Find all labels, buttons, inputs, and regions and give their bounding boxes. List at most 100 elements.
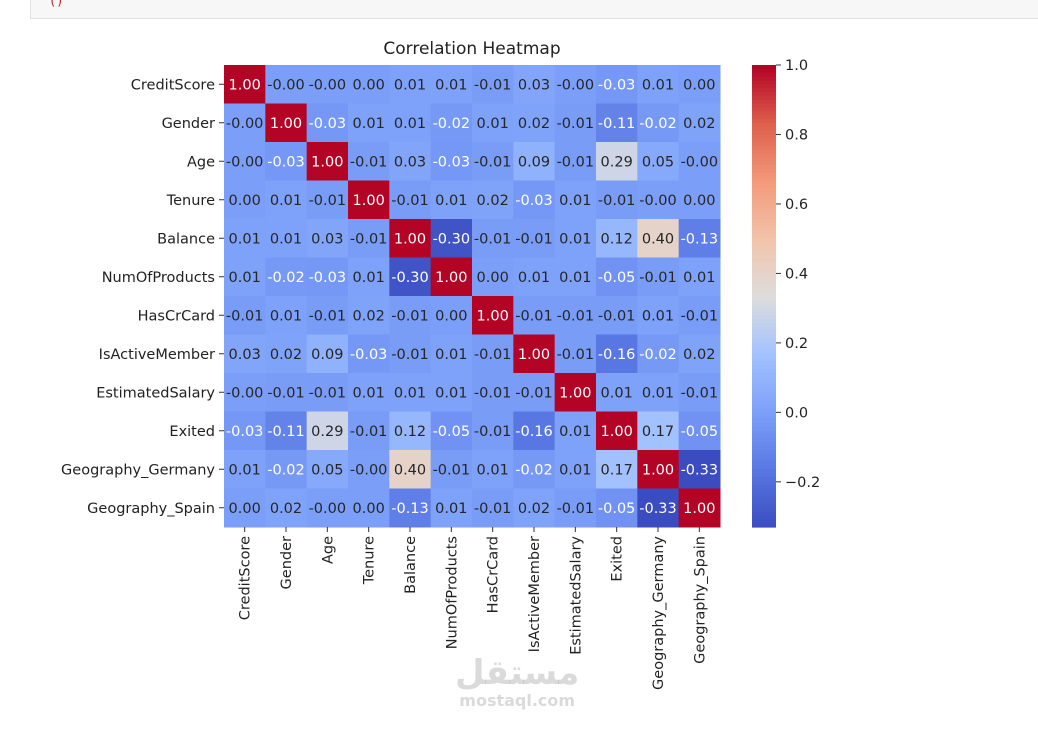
cell-annotation: -0.01 <box>433 462 471 478</box>
heatmap-cell <box>678 488 721 528</box>
heatmap-cell <box>513 411 556 451</box>
cell-annotation: -0.03 <box>350 347 388 363</box>
heatmap-cell <box>678 411 721 451</box>
heatmap-cell <box>596 334 638 374</box>
cell-annotation: 0.02 <box>270 501 302 517</box>
y-tick-label: Geography_Spain <box>87 501 215 517</box>
cell-annotation: 0.02 <box>683 347 715 363</box>
heatmap-cell <box>678 334 721 374</box>
heatmap-cell <box>596 450 638 489</box>
heatmap-cell <box>265 334 308 374</box>
colorbar-segment <box>752 176 776 182</box>
cell-annotation: -0.00 <box>226 385 264 401</box>
colorbar-segment <box>752 115 776 120</box>
heatmap-cell <box>678 142 721 181</box>
heatmap-cell <box>389 180 432 220</box>
cell-annotation: 0.01 <box>683 270 715 286</box>
heatmap-cell <box>554 257 597 297</box>
colorbar-segment <box>752 438 776 443</box>
colorbar-segment <box>752 380 776 386</box>
heatmap-cell <box>348 257 390 297</box>
colorbar-tick-label: 0.4 <box>785 266 808 282</box>
heatmap-cell <box>596 65 638 104</box>
heatmap-cell <box>348 450 390 489</box>
x-tick-label: Balance <box>403 536 419 594</box>
heatmap-cell <box>637 103 680 143</box>
heatmap-cell <box>265 180 308 220</box>
colorbar-segment <box>752 507 776 513</box>
x-tick-label: Age <box>320 536 336 564</box>
colorbar-segment <box>752 453 776 459</box>
cell-annotation: -0.01 <box>639 270 677 286</box>
heatmap-cell <box>348 65 390 104</box>
heatmap-cell <box>678 450 721 489</box>
heatmap-cell <box>430 334 473 374</box>
heatmap-cell <box>513 334 556 374</box>
colorbar-segment <box>752 84 776 89</box>
colorbar-segment <box>752 446 776 451</box>
cell-annotation: -0.01 <box>681 308 719 324</box>
cell-annotation: 0.01 <box>435 385 467 401</box>
colorbar-segment <box>752 465 776 470</box>
colorbar-segment <box>752 130 776 135</box>
y-tick-label: Tenure <box>166 193 215 209</box>
colorbar-segment <box>752 399 776 405</box>
colorbar-segment <box>752 388 776 393</box>
colorbar-tick-label: −0.2 <box>785 475 820 491</box>
heatmap-cell <box>472 219 514 258</box>
cell-annotation: 0.01 <box>270 308 302 324</box>
x-tick-label: HasCrCard <box>486 536 502 613</box>
colorbar-segment <box>752 303 776 309</box>
heatmap-cell <box>224 180 266 220</box>
heatmap-cell <box>637 142 680 181</box>
heatmap-cell <box>472 180 514 220</box>
colorbar-segment <box>752 245 776 251</box>
cell-annotation: -0.02 <box>267 462 305 478</box>
colorbar-segment <box>752 261 776 266</box>
cell-annotation: 0.03 <box>394 154 426 170</box>
heatmap-cell <box>265 219 308 258</box>
cell-annotation: -0.01 <box>474 501 512 517</box>
cell-annotation: -0.02 <box>267 270 305 286</box>
y-tick-label: EstimatedSalary <box>96 385 215 401</box>
colorbar-segment <box>752 496 776 501</box>
heatmap-cell <box>224 411 266 451</box>
y-tick-label: Geography_Germany <box>61 462 215 478</box>
heatmap-cell <box>224 296 266 335</box>
heatmap-cell <box>430 296 473 335</box>
cell-annotation: -0.03 <box>598 77 636 93</box>
heatmap-cell <box>224 219 266 258</box>
cell-annotation: 0.01 <box>435 77 467 93</box>
heatmap-cell <box>472 373 514 412</box>
cell-annotation: -0.05 <box>433 424 471 440</box>
colorbar-segment <box>752 72 776 78</box>
colorbar-segment <box>752 207 776 212</box>
heatmap-cell <box>678 103 721 143</box>
colorbar-segment <box>752 342 776 347</box>
cell-annotation: 0.01 <box>394 385 426 401</box>
cell-annotation: -0.00 <box>557 77 595 93</box>
cell-annotation: 0.12 <box>394 424 426 440</box>
heatmap-cell <box>306 142 349 181</box>
heatmap-cell <box>596 142 638 181</box>
colorbar-segment <box>752 242 776 247</box>
colorbar-segment <box>752 238 776 243</box>
colorbar-segment <box>752 161 776 166</box>
heatmap-cell <box>678 373 721 412</box>
colorbar-segment <box>752 434 776 440</box>
colorbar-segment <box>752 307 776 312</box>
cell-annotation: 0.02 <box>518 501 550 517</box>
heatmap-cell <box>637 219 680 258</box>
cell-annotation: -0.02 <box>515 462 553 478</box>
heatmap-cell <box>513 450 556 489</box>
heatmap-cell <box>430 450 473 489</box>
heatmap-cell <box>472 488 514 528</box>
cell-annotation: 1.00 <box>270 116 302 132</box>
colorbar-segment <box>752 203 776 209</box>
heatmap-cell <box>472 65 514 104</box>
colorbar-segment <box>752 88 776 93</box>
heatmap-cell <box>224 488 266 528</box>
heatmap-cell <box>430 411 473 451</box>
heatmap-cell <box>389 103 432 143</box>
cell-annotation: -0.00 <box>681 154 719 170</box>
